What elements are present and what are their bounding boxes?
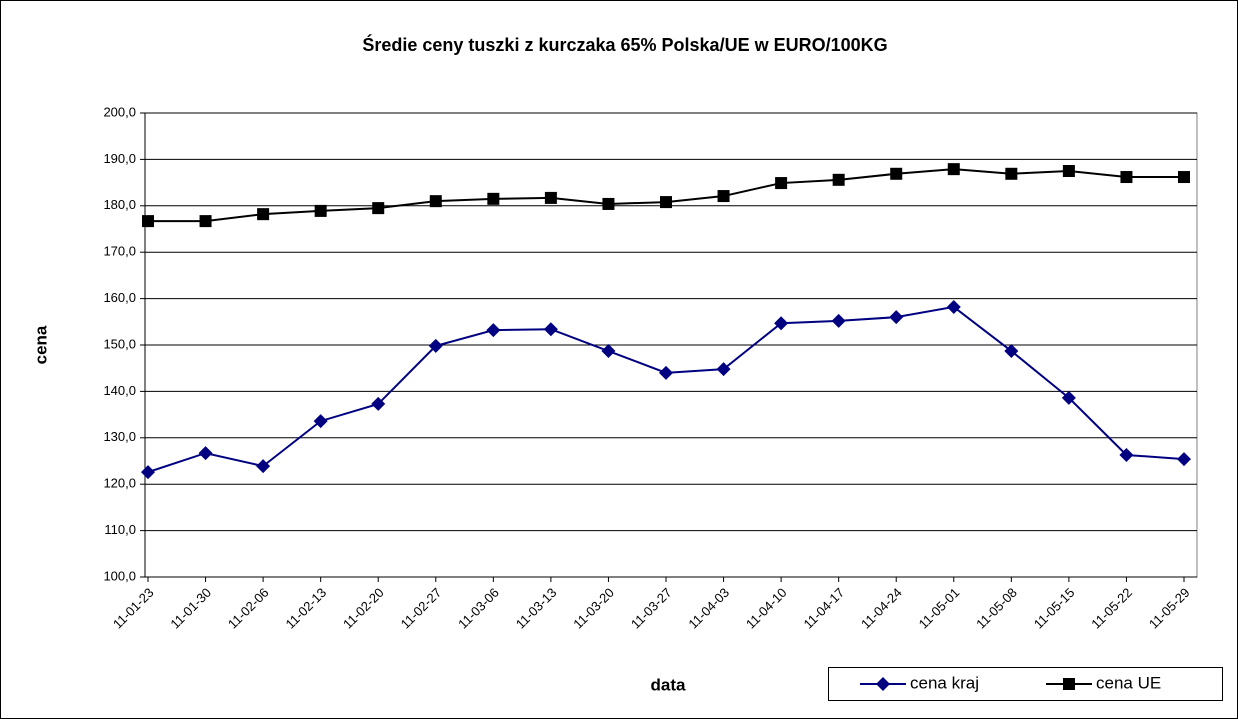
data-point	[832, 173, 845, 186]
legend-label: cena UE	[1096, 673, 1161, 692]
data-point	[660, 196, 672, 209]
data-point	[774, 316, 789, 331]
data-point	[831, 313, 846, 328]
data-point	[544, 191, 557, 204]
y-tick-label: 170,0	[103, 244, 136, 259]
y-tick-label: 130,0	[103, 429, 136, 444]
data-point	[1061, 390, 1076, 405]
y-axis-title: cena	[31, 325, 50, 364]
data-point	[717, 190, 730, 203]
y-tick-label: 100,0	[103, 568, 136, 583]
data-point	[775, 177, 788, 190]
y-tick-label: 190,0	[103, 151, 136, 166]
data-point	[1120, 171, 1133, 184]
legend-marker	[876, 677, 890, 691]
data-point	[602, 197, 615, 210]
data-point	[486, 323, 501, 338]
y-tick-label: 160,0	[103, 290, 136, 305]
data-point	[716, 362, 731, 377]
data-point	[314, 204, 327, 217]
data-point	[141, 465, 155, 480]
data-point	[371, 396, 386, 411]
legend-label: cena kraj	[910, 673, 979, 692]
data-point	[601, 344, 616, 359]
data-point	[198, 446, 213, 461]
y-tick-label: 180,0	[103, 197, 136, 212]
y-tick-label: 150,0	[103, 336, 136, 351]
data-point	[659, 365, 673, 380]
legend-marker	[1063, 678, 1075, 690]
chart-title: Średie ceny tuszki z kurczaka 65% Polska…	[362, 34, 887, 55]
data-point	[890, 167, 903, 180]
data-point	[487, 192, 500, 205]
data-point	[947, 163, 960, 176]
data-point	[1062, 165, 1075, 177]
data-point	[1004, 344, 1019, 359]
data-point	[256, 459, 271, 474]
data-point	[142, 215, 154, 228]
data-point	[199, 215, 212, 228]
y-tick-label: 110,0	[104, 522, 136, 537]
data-point	[372, 202, 385, 215]
data-point	[429, 195, 442, 208]
data-point	[543, 322, 558, 337]
data-point	[1177, 452, 1191, 467]
y-tick-label: 200,0	[103, 104, 136, 119]
data-point	[313, 414, 328, 429]
data-point	[428, 338, 443, 353]
data-point	[1178, 171, 1190, 184]
data-point	[946, 299, 961, 314]
x-axis-title: data	[651, 675, 687, 694]
data-point	[889, 310, 904, 325]
data-point	[257, 208, 270, 221]
data-point	[1005, 167, 1018, 180]
y-tick-label: 140,0	[103, 383, 136, 398]
y-tick-label: 120,0	[103, 476, 136, 491]
data-point	[1119, 447, 1134, 462]
